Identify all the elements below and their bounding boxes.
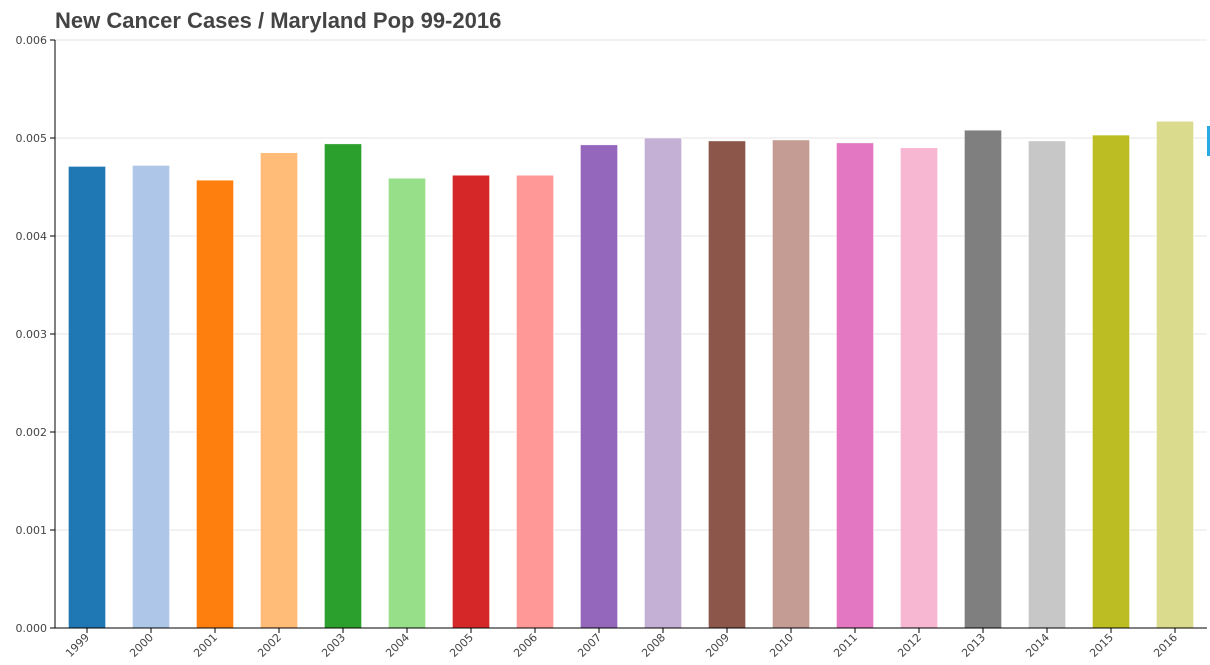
bar-2016 — [1156, 121, 1194, 629]
y-tick-labels: 0.000 0.001 0.002 0.003 0.004 0.005 0.006 — [16, 34, 55, 635]
x-tick-label: 2011 — [831, 631, 860, 660]
bar-2003 — [324, 143, 362, 629]
bar-1999 — [68, 166, 106, 629]
bar-2015 — [1092, 134, 1130, 629]
bar-2002 — [260, 152, 298, 629]
bar-2005 — [452, 174, 490, 629]
x-tick-label: 2014 — [1023, 631, 1052, 660]
x-tick-label: 2002 — [255, 631, 284, 660]
bars — [68, 121, 1194, 629]
bar-2006 — [516, 174, 554, 629]
x-tick-label: 2008 — [639, 631, 668, 660]
y-tick-label: 0.001 — [16, 524, 48, 537]
x-tick-label: 2003 — [319, 631, 348, 660]
chart-title: New Cancer Cases / Maryland Pop 99-2016 — [55, 8, 502, 33]
bar-2012 — [900, 147, 938, 629]
x-tick-label: 2010 — [767, 631, 796, 660]
x-tick-label: 2004 — [383, 631, 412, 660]
y-tick-label: 0.006 — [16, 34, 48, 47]
bar-2011 — [836, 142, 874, 629]
x-tick-label: 2009 — [703, 631, 732, 660]
bar-2010 — [772, 139, 810, 629]
x-tick-label: 2015 — [1087, 631, 1116, 660]
y-tick-label: 0.004 — [16, 230, 48, 243]
x-tick-label: 2005 — [447, 631, 476, 660]
bar-2007 — [580, 144, 618, 629]
y-tick-label: 0.003 — [16, 328, 48, 341]
x-tick-label: 2016 — [1151, 631, 1180, 660]
x-tick-labels: 1999 2000 2001 2002 2003 2004 2005 2006 2007 2008… — [63, 628, 1180, 660]
x-tick-label: 2013 — [959, 631, 988, 660]
x-tick-label: 2001 — [191, 631, 220, 660]
x-tick-label: 2007 — [575, 631, 604, 660]
x-tick-label: 2006 — [511, 631, 540, 660]
bar-2009 — [708, 140, 746, 629]
bar-2004 — [388, 177, 426, 629]
bar-2001 — [196, 179, 234, 629]
y-tick-label: 0.005 — [16, 132, 48, 145]
x-tick-label: 2000 — [127, 631, 156, 660]
y-tick-label: 0.000 — [16, 622, 48, 635]
x-tick-label: 1999 — [63, 631, 92, 660]
y-tick-label: 0.002 — [16, 426, 48, 439]
bar-2014 — [1028, 140, 1066, 629]
bar-2013 — [964, 129, 1002, 629]
bar-2000 — [132, 165, 170, 629]
toolbar-indicator[interactable] — [1207, 126, 1210, 156]
bar-2008 — [644, 137, 682, 629]
x-tick-label: 2012 — [895, 631, 924, 660]
